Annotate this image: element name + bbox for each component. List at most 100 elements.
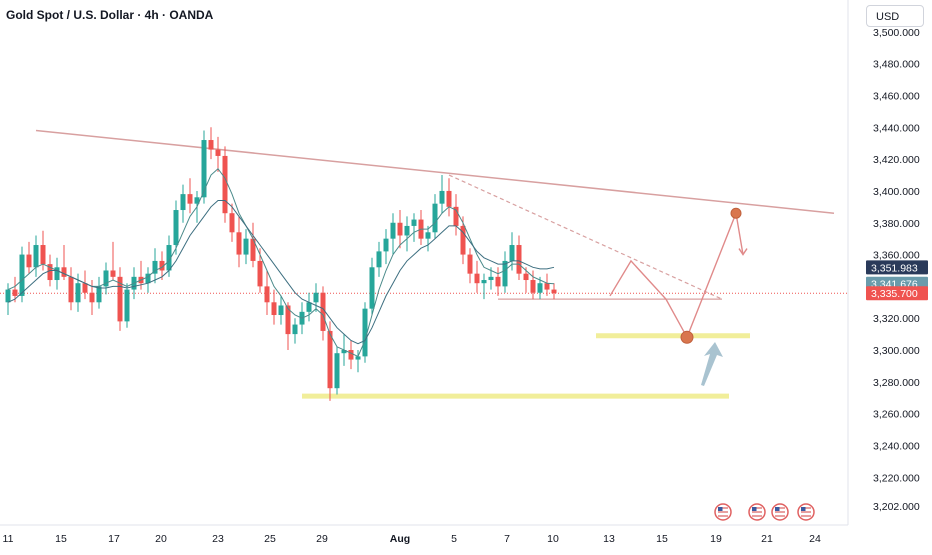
candle-body [425,232,431,239]
ma-fast-line [7,167,555,358]
candle-body [229,213,235,233]
candle-body [250,238,256,261]
candle-body [208,140,214,150]
x-tick-label: 17 [108,533,120,545]
candle-body [61,267,67,277]
bullish-arrow [701,342,723,387]
us-flag-event-icon [748,503,766,521]
price-badge-current [866,286,928,301]
descending-trendline [35,129,835,214]
candle-body [313,292,319,303]
candle-body [285,305,291,335]
x-tick-label: Aug [390,533,410,545]
candle-body [173,210,179,246]
candle-body [152,260,158,274]
candle-body [334,353,340,389]
candle-body [236,232,242,255]
candle-body [292,324,298,335]
projection-path [609,210,744,339]
candle-body [117,276,123,322]
candle-body [201,140,207,198]
x-tick-label: 25 [264,533,276,545]
candle-body [110,270,116,277]
candle-body [488,276,494,281]
x-tick-label: 7 [504,533,510,545]
candle-body [180,194,186,211]
x-tick-label: 5 [451,533,457,545]
candle-body [355,356,361,360]
y-tick-label: 3,202.000 [873,501,920,513]
candle-body [376,251,382,268]
candle-body [103,270,109,287]
y-tick-label: 3,240.000 [873,440,920,452]
y-tick-label: 3,460.000 [873,90,920,102]
candle-body [467,254,473,274]
candle-body [306,302,312,312]
y-tick-label: 3,360.000 [873,250,920,262]
candle-body [390,222,396,239]
y-tick-label: 3,380.000 [873,218,920,230]
candle-body [460,225,466,255]
candle-body [271,302,277,316]
candle-body [47,264,53,281]
y-tick-label: 3,320.000 [873,313,920,325]
candle-body [187,194,193,204]
candle-body [411,219,417,226]
candle-body [474,273,480,284]
x-tick-label: 21 [761,533,773,545]
candle-body [495,276,501,287]
candle-body [54,267,60,281]
us-flag-event-icon [771,503,789,521]
candle-body [439,190,445,204]
x-tick-label: 13 [603,533,615,545]
y-tick-label: 3,280.000 [873,377,920,389]
y-tick-label: 3,500.000 [873,27,920,39]
candle-body [5,289,11,303]
price-badge-label: 3,335.700 [871,288,918,300]
y-tick-label: 3,420.000 [873,154,920,166]
candle-body [194,197,200,204]
candle-body [516,245,522,274]
target-high-marker [730,207,742,219]
candle-body [446,190,452,207]
x-tick-label: 15 [55,533,67,545]
candle-body [278,305,284,316]
candle-body [68,276,74,303]
candle-body [75,283,81,303]
y-tick-label: 3,480.000 [873,59,920,71]
candle-body [397,222,403,236]
candle-body [383,238,389,252]
candle-body [40,245,46,265]
x-tick-label: 15 [656,533,668,545]
currency-button[interactable]: USD [866,5,924,27]
candle-body [166,245,172,271]
candle-body [404,225,410,236]
candle-body [96,286,102,303]
us-flag-event-icon [714,503,732,521]
y-tick-label: 3,260.000 [873,409,920,421]
y-tick-label: 3,300.000 [873,345,920,357]
candle-body [481,280,487,284]
y-tick-label: 3,440.000 [873,122,920,134]
candle-body [362,308,368,357]
x-tick-label: 24 [809,533,821,545]
candle-body [537,283,543,293]
candle-body [257,260,263,287]
x-tick-label: 20 [155,533,167,545]
x-tick-label: 29 [316,533,328,545]
us-flag-event-icon [797,503,815,521]
candle-body [159,260,165,271]
candle-body [432,203,438,233]
candle-body [544,283,550,290]
price-badge-hi [866,260,928,275]
ma-slow-line [7,200,555,345]
chart-title: Gold Spot / U.S. Dollar · 4h · OANDA [6,8,214,22]
candle-body [530,280,536,293]
projection-arrowhead [738,248,748,256]
candle-body [551,289,557,294]
candle-body [33,245,39,268]
candle-body [341,350,347,354]
